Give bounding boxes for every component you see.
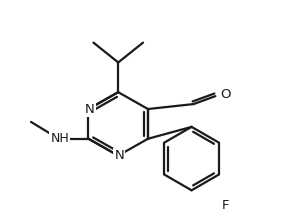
Text: O: O — [220, 88, 230, 101]
Text: NH: NH — [50, 132, 69, 145]
Text: N: N — [114, 149, 124, 162]
Text: N: N — [85, 102, 94, 115]
Text: F: F — [221, 199, 229, 212]
